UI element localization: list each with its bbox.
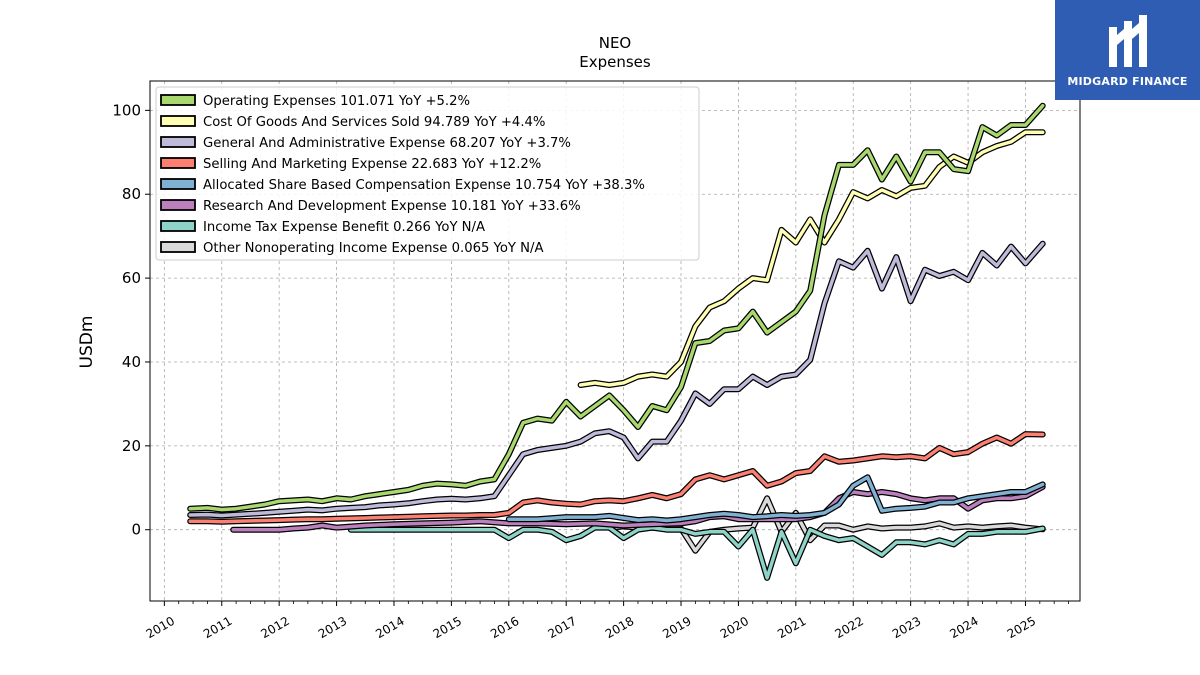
x-tick-label: 2020 (718, 614, 751, 641)
legend: Operating Expenses 101.071 YoY +5.2% Cost… (155, 86, 700, 261)
series-line (188, 432, 1045, 524)
legend-label: General And Administrative Expense 68.20… (203, 136, 571, 151)
x-tick-label: 2011 (201, 614, 234, 641)
chart-subtitle: Expenses (579, 53, 651, 71)
y-tick-label: 40 (122, 353, 141, 371)
legend-swatch (160, 199, 196, 211)
legend-swatch (160, 94, 196, 106)
legend-box (155, 86, 700, 261)
x-tick-label: 2013 (316, 614, 349, 641)
y-axis-label: USDm (77, 316, 97, 369)
brand-logo: MIDGARD FINANCE (1055, 0, 1200, 100)
x-tick-label: 2024 (947, 614, 980, 641)
brand-name: MIDGARD FINANCE (1067, 74, 1188, 88)
legend-label: Operating Expenses 101.071 YoY +5.2% (203, 94, 470, 109)
series-outline (187, 240, 1046, 519)
x-tick-label: 2015 (431, 614, 464, 641)
x-tick-label: 2023 (890, 614, 923, 641)
legend-label: Selling And Marketing Expense 22.683 YoY… (203, 157, 541, 172)
x-tick-label: 2019 (660, 614, 693, 641)
series-line (349, 525, 1045, 580)
legend-label: Research And Development Expense 10.181 … (203, 199, 581, 214)
x-tick-label: 2017 (545, 614, 578, 641)
x-tick-label: 2010 (144, 614, 177, 641)
x-tick-label: 2021 (775, 614, 808, 641)
x-tick-label: 2025 (1005, 614, 1038, 641)
legend-label: Other Nonoperating Income Expense 0.065 … (203, 241, 544, 256)
series-lines (187, 102, 1046, 581)
chart-title: NEO (599, 34, 632, 52)
series-line (188, 241, 1045, 518)
x-tick-label: 2012 (258, 614, 291, 641)
legend-swatch (160, 157, 196, 169)
legend-label: Allocated Share Based Compensation Expen… (203, 178, 645, 193)
x-tick-label: 2022 (833, 614, 866, 641)
series-line (188, 103, 1045, 512)
series-line (578, 130, 1045, 387)
legend-swatch (160, 220, 196, 232)
legend-swatch (160, 241, 196, 253)
plot-frame (149, 80, 1081, 602)
y-tick-label: 60 (122, 269, 141, 287)
y-tick-label: 100 (112, 101, 141, 119)
legend-swatch (160, 115, 196, 127)
legend-label: Cost Of Goods And Services Sold 94.789 Y… (203, 115, 545, 130)
mf-logo-icon (1108, 14, 1147, 67)
x-tick-label: 2014 (373, 614, 406, 641)
y-tick-label: 20 (122, 437, 141, 455)
legend-swatch (160, 178, 196, 190)
y-tick-label: 0 (131, 521, 141, 539)
legend-swatch (160, 136, 196, 148)
x-tick-label: 2016 (488, 614, 521, 641)
y-tick-label: 80 (122, 185, 141, 203)
legend-label: Income Tax Expense Benefit 0.266 YoY N/A (203, 220, 485, 235)
series-line (507, 475, 1045, 523)
x-tick-label: 2018 (603, 614, 636, 641)
